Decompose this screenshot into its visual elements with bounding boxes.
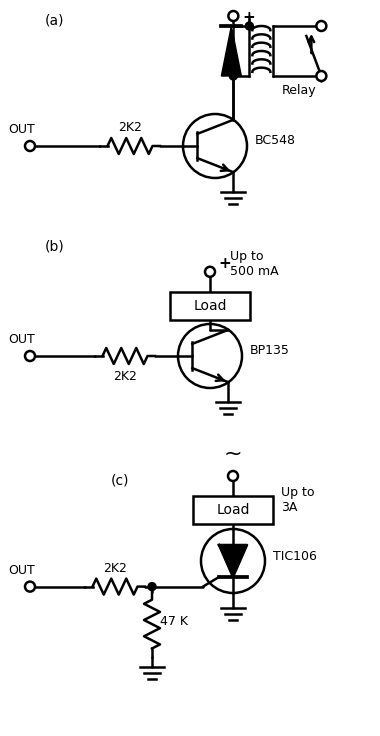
Text: OUT: OUT — [9, 123, 35, 136]
FancyBboxPatch shape — [193, 496, 273, 524]
Text: Load: Load — [216, 503, 250, 517]
Text: 2K2: 2K2 — [113, 370, 137, 383]
Text: +: + — [242, 10, 255, 26]
Circle shape — [228, 471, 238, 481]
Text: TIC106: TIC106 — [273, 550, 317, 562]
Text: +: + — [218, 256, 231, 272]
Circle shape — [25, 141, 35, 151]
Circle shape — [148, 583, 156, 590]
Text: Up to
500 mA: Up to 500 mA — [230, 250, 279, 277]
Text: OUT: OUT — [9, 333, 35, 346]
Text: (b): (b) — [45, 239, 65, 253]
Text: 47 K: 47 K — [160, 615, 188, 628]
Text: (c): (c) — [111, 474, 129, 488]
Text: Up to
3A: Up to 3A — [281, 486, 315, 514]
Text: 2K2: 2K2 — [103, 562, 127, 575]
Circle shape — [245, 22, 253, 30]
Text: BP135: BP135 — [250, 344, 290, 358]
FancyBboxPatch shape — [170, 291, 250, 319]
Polygon shape — [222, 26, 241, 76]
Text: ~: ~ — [224, 444, 242, 464]
Circle shape — [230, 72, 238, 80]
Text: 2K2: 2K2 — [118, 121, 142, 134]
Circle shape — [317, 21, 326, 31]
Polygon shape — [219, 545, 247, 577]
Text: BC548: BC548 — [255, 135, 296, 147]
Text: (a): (a) — [45, 13, 65, 27]
Circle shape — [25, 351, 35, 361]
Text: Relay: Relay — [281, 84, 316, 97]
Text: Load: Load — [193, 299, 227, 313]
Circle shape — [317, 71, 326, 81]
Circle shape — [205, 266, 215, 277]
Text: OUT: OUT — [9, 564, 35, 576]
Circle shape — [25, 581, 35, 592]
Circle shape — [228, 11, 238, 21]
